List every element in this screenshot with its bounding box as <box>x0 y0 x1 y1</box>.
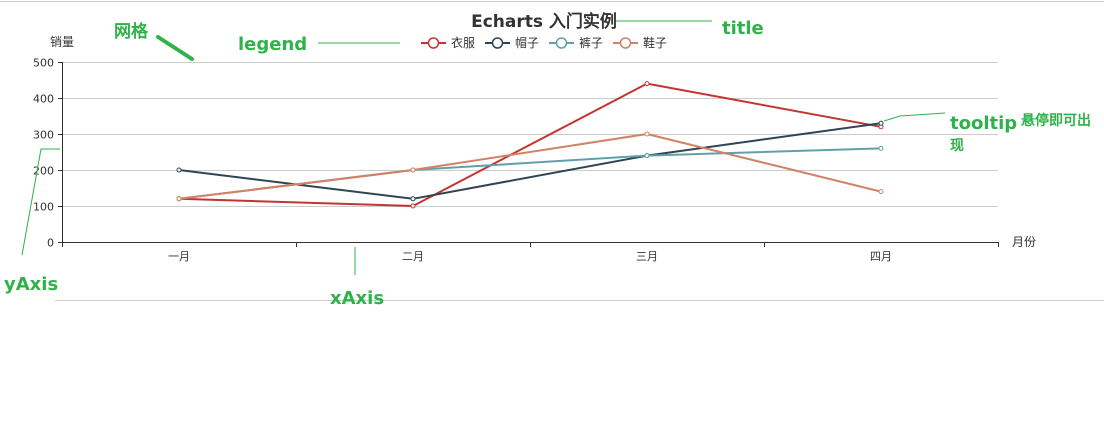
data-point[interactable] <box>644 131 650 137</box>
y-tick-label: 500 <box>33 57 54 70</box>
y-tick-label: 300 <box>33 129 54 142</box>
series-line[interactable] <box>178 147 882 200</box>
annotation-yaxis-pointer <box>21 148 60 256</box>
data-point[interactable] <box>644 81 650 87</box>
legend-item[interactable]: 鞋子 <box>613 35 667 50</box>
annotation-grid-label: 网格 <box>114 21 149 42</box>
y-tick-label: 200 <box>33 165 54 178</box>
legend-circle-icon <box>555 37 568 49</box>
y-axis-name: 销量 <box>50 35 74 49</box>
y-tick-label: 0 <box>47 237 54 250</box>
grid-lines <box>62 62 998 207</box>
series-line[interactable] <box>178 82 882 207</box>
annotations: 网格 legend title tooltip 悬停即可出 现 yAxis xA… <box>4 18 1091 309</box>
legend-circle-icon <box>427 37 440 49</box>
legend-item[interactable]: 衣服 <box>420 35 475 50</box>
legend-label: 鞋子 <box>643 35 667 50</box>
legend-label: 裤子 <box>579 36 603 50</box>
x-tick-label: 四月 <box>870 250 892 263</box>
data-point[interactable] <box>410 196 416 202</box>
legend-label: 帽子 <box>515 35 539 50</box>
x-tick-label: 一月 <box>168 250 190 263</box>
x-axis-name: 月份 <box>1012 235 1036 249</box>
annotation-grid-pointer <box>156 35 194 61</box>
data-point[interactable] <box>410 167 416 173</box>
legend-item[interactable]: 帽子 <box>484 35 539 50</box>
x-tick-labels: 一月 二月 三月 四月 <box>168 250 892 263</box>
legend[interactable]: 衣服 帽子 裤子 鞋子 <box>420 35 667 50</box>
annotation-yaxis-label: yAxis <box>4 274 58 295</box>
annotation-tooltip-note-1: 悬停即可出 <box>1020 112 1091 129</box>
y-tick-label: 100 <box>33 201 54 214</box>
data-point[interactable] <box>176 167 182 173</box>
data-point[interactable] <box>878 189 884 195</box>
y-tick-label: 400 <box>33 93 54 106</box>
axes <box>58 62 999 247</box>
data-point[interactable] <box>644 153 650 159</box>
series-lines[interactable] <box>176 81 884 209</box>
data-point[interactable] <box>176 196 182 202</box>
y-tick-labels: 0 100 200 300 400 500 <box>33 57 54 250</box>
annotation-tooltip-label: tooltip <box>950 113 1017 134</box>
data-point[interactable] <box>878 145 884 151</box>
chart-title: Echarts 入门实例 <box>471 11 617 32</box>
data-point[interactable] <box>878 120 884 126</box>
annotation-title-label: title <box>722 18 764 39</box>
annotation-xaxis-label: xAxis <box>330 288 384 309</box>
x-tick-label: 三月 <box>636 250 658 263</box>
legend-label: 衣服 <box>451 35 475 50</box>
legend-item[interactable]: 裤子 <box>549 36 603 50</box>
annotation-legend-label: legend <box>238 34 307 55</box>
legend-circle-icon <box>619 37 632 49</box>
data-point[interactable] <box>410 203 416 209</box>
series-line[interactable] <box>178 133 882 200</box>
legend-circle-icon <box>491 37 504 49</box>
annotation-tooltip-pointer <box>883 112 946 122</box>
annotation-tooltip-note-2: 现 <box>950 138 964 154</box>
x-tick-label: 二月 <box>402 250 424 263</box>
